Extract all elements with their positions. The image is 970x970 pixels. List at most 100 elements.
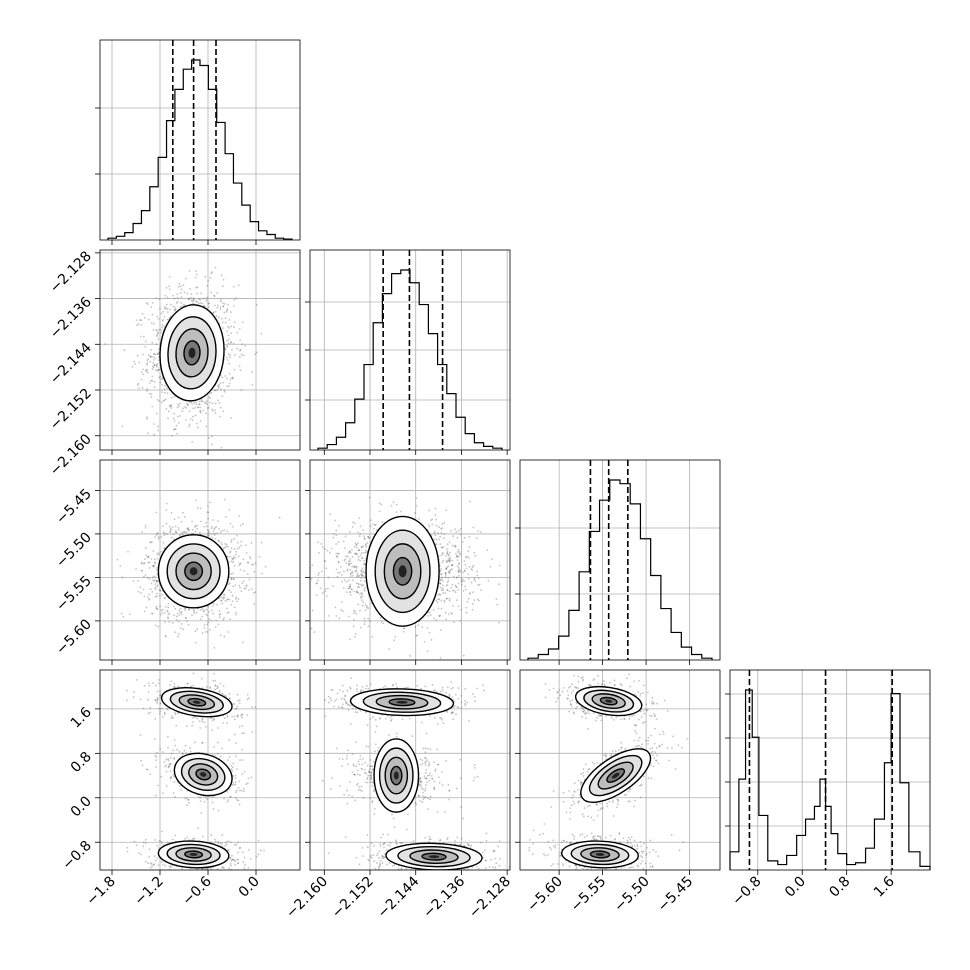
scatter-point (166, 708, 169, 711)
scatter-point (216, 685, 219, 688)
scatter-point (237, 284, 240, 287)
scatter-point (165, 307, 167, 310)
scatter-point (346, 568, 349, 571)
scatter-point (206, 533, 209, 535)
scatter-point (231, 715, 234, 718)
scatter-point (433, 538, 436, 541)
scatter-point (158, 553, 160, 556)
scatter-point (213, 532, 216, 535)
scatter-point (353, 552, 356, 555)
scatter-point (250, 588, 253, 591)
scatter-point (224, 546, 226, 549)
scatter-point (159, 381, 162, 384)
scatter-point (155, 412, 158, 415)
scatter-point (185, 277, 187, 280)
scatter-point (457, 530, 460, 533)
scatter-point (355, 590, 358, 593)
scatter-point (450, 568, 452, 571)
scatter-point (205, 608, 208, 611)
scatter-point (116, 558, 119, 561)
scatter-point (176, 615, 178, 618)
scatter-point (358, 535, 361, 538)
scatter-point (169, 531, 172, 534)
scatter-point (245, 584, 248, 587)
scatter-point (237, 547, 239, 550)
scatter-point (367, 536, 370, 538)
scatter-point (363, 588, 366, 591)
scatter-point (216, 389, 219, 392)
scatter-point (216, 687, 218, 690)
scatter-point (241, 713, 244, 716)
scatter-point (206, 296, 209, 299)
scatter-point (230, 578, 233, 580)
scatter-point (177, 405, 180, 408)
scatter-point (428, 611, 431, 614)
scatter-point (439, 593, 442, 596)
scatter-point (466, 555, 468, 558)
scatter-point (160, 378, 162, 381)
scatter-point (226, 607, 228, 610)
scatter-point (247, 561, 250, 564)
scatter-point (142, 373, 144, 376)
scatter-point (151, 612, 154, 615)
scatter-point (159, 693, 162, 696)
scatter-point (189, 417, 192, 420)
scatter-point (171, 622, 174, 624)
scatter-point (246, 561, 249, 564)
scatter-point (363, 537, 366, 540)
scatter-point (179, 611, 182, 614)
scatter-point (353, 566, 356, 568)
scatter-point (125, 699, 128, 702)
scatter-point (446, 588, 449, 591)
scatter-point (187, 527, 190, 530)
scatter-point (368, 496, 371, 499)
scatter-point (226, 598, 228, 601)
scatter-point (156, 398, 159, 401)
scatter-point (214, 304, 216, 307)
scatter-point (446, 543, 449, 546)
scatter-point (156, 315, 159, 318)
scatter-point (241, 343, 243, 346)
scatter-point (190, 293, 193, 295)
scatter-point (332, 536, 335, 539)
scatter-point (203, 624, 206, 627)
pair-panel-1-0: −2.160−2.152−2.144−2.136−2.128 (47, 248, 301, 479)
scatter-point (226, 715, 229, 718)
scatter-point (363, 589, 366, 592)
scatter-point (176, 406, 179, 409)
scatter-point (165, 509, 168, 511)
contour-level (398, 565, 407, 578)
scatter-point (156, 702, 158, 704)
scatter-point (140, 569, 143, 572)
scatter-point (136, 354, 139, 357)
scatter-point (345, 580, 348, 583)
scatter-point (185, 419, 187, 421)
scatter-point (220, 388, 222, 391)
scatter-point (168, 762, 171, 765)
scatter-point (480, 589, 482, 591)
contour-level (189, 567, 198, 576)
scatter-point (423, 640, 426, 643)
scatter-point (456, 565, 459, 567)
scatter-point (157, 338, 160, 341)
scatter-point (454, 545, 457, 548)
pair-body (310, 496, 501, 659)
scatter-point (216, 727, 219, 729)
scatter-point (428, 525, 431, 528)
scatter-point (188, 528, 190, 531)
scatter-point (162, 525, 164, 527)
scatter-point (246, 782, 249, 785)
scatter-point (221, 529, 223, 532)
scatter-point (445, 568, 448, 570)
scatter-point (214, 310, 217, 313)
scatter-point (190, 685, 192, 688)
scatter-point (445, 597, 448, 600)
scatter-point (164, 597, 167, 600)
scatter-point (191, 403, 193, 406)
scatter-point (211, 408, 214, 411)
scatter-point (183, 291, 186, 294)
scatter-point (354, 552, 357, 555)
scatter-point (214, 684, 217, 686)
scatter-point (150, 349, 153, 351)
scatter-point (264, 565, 267, 568)
